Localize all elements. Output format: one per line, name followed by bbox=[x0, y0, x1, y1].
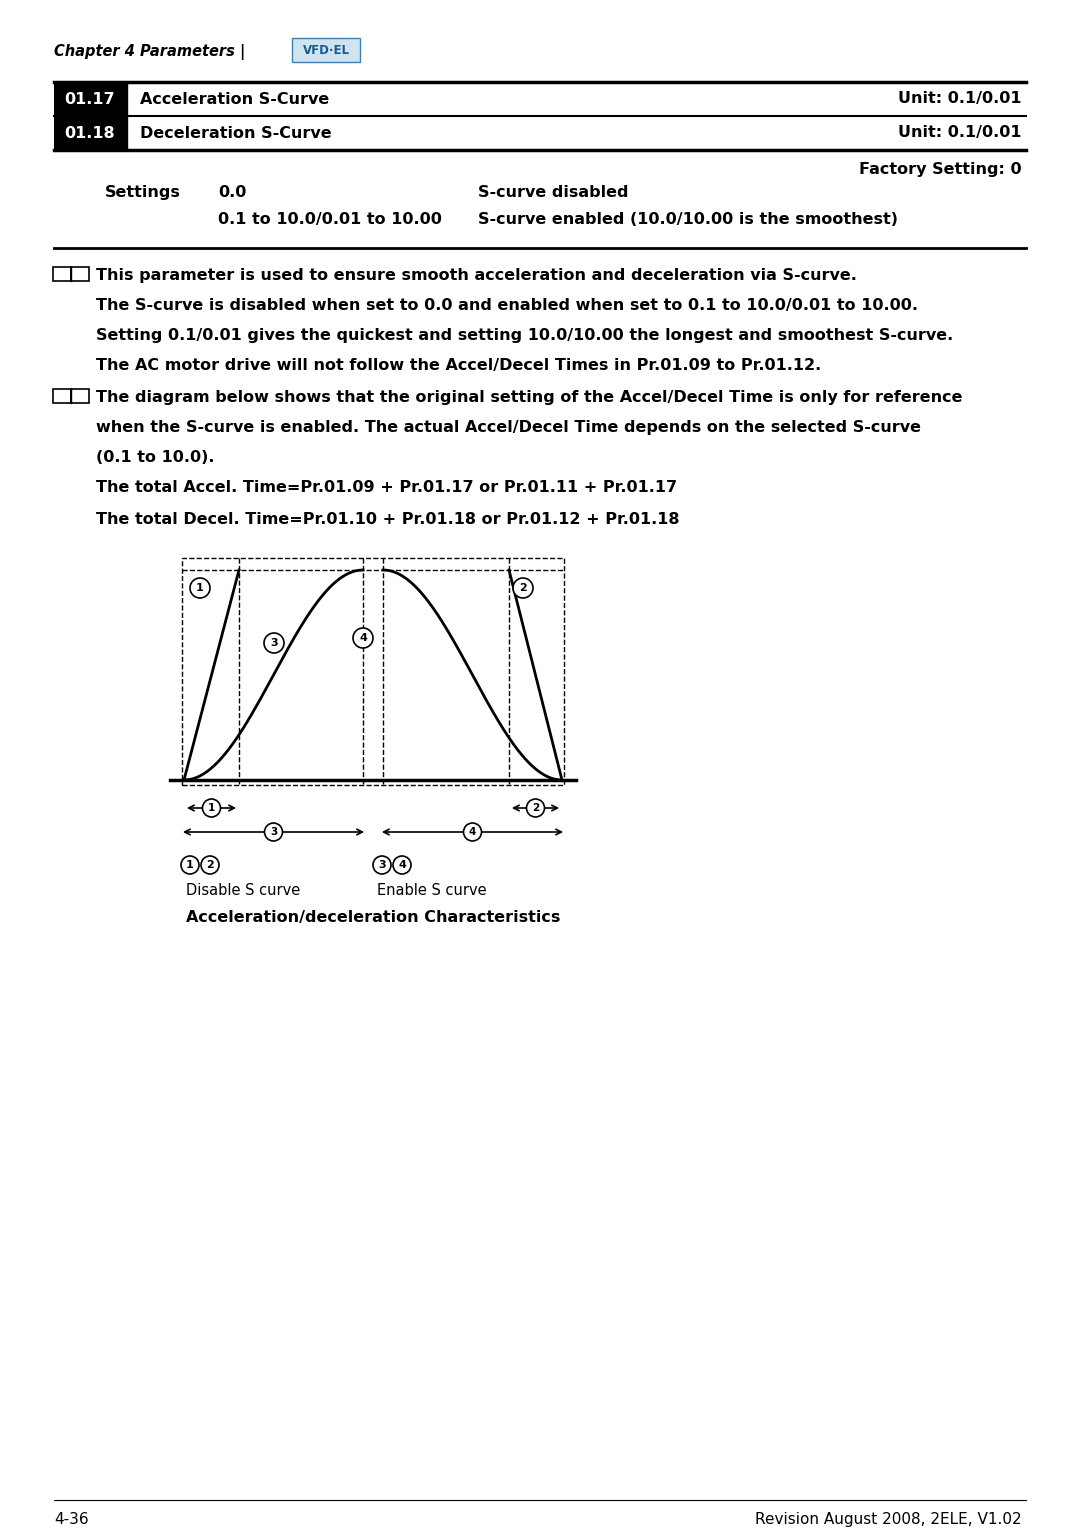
Text: 0.1 to 10.0/0.01 to 10.00: 0.1 to 10.0/0.01 to 10.00 bbox=[218, 212, 442, 227]
Text: 2: 2 bbox=[531, 802, 539, 813]
Bar bbox=[54, 81, 127, 117]
Text: Deceleration S-Curve: Deceleration S-Curve bbox=[140, 126, 332, 141]
Text: Unit: 0.1/0.01: Unit: 0.1/0.01 bbox=[899, 126, 1022, 141]
Text: 1: 1 bbox=[207, 802, 215, 813]
Text: Chapter 4 Parameters |: Chapter 4 Parameters | bbox=[54, 44, 245, 60]
Text: S-curve disabled: S-curve disabled bbox=[478, 186, 629, 199]
Text: Acceleration/deceleration Characteristics: Acceleration/deceleration Characteristic… bbox=[186, 910, 561, 925]
Bar bbox=[71, 267, 89, 281]
Text: Setting 0.1/0.01 gives the quickest and setting 10.0/10.00 the longest and smoot: Setting 0.1/0.01 gives the quickest and … bbox=[96, 328, 954, 344]
Text: 3: 3 bbox=[270, 827, 278, 838]
Text: 1: 1 bbox=[186, 861, 194, 870]
Text: 2: 2 bbox=[206, 861, 214, 870]
Bar bbox=[71, 390, 89, 403]
Text: 4: 4 bbox=[399, 861, 406, 870]
Text: The AC motor drive will not follow the Accel/Decel Times in Pr.01.09 to Pr.01.12: The AC motor drive will not follow the A… bbox=[96, 357, 821, 373]
Bar bbox=[53, 390, 71, 403]
Circle shape bbox=[201, 856, 219, 874]
Circle shape bbox=[181, 856, 199, 874]
Text: Unit: 0.1/0.01: Unit: 0.1/0.01 bbox=[899, 92, 1022, 106]
Text: 4-36: 4-36 bbox=[54, 1513, 89, 1526]
Circle shape bbox=[393, 856, 411, 874]
Text: 3: 3 bbox=[270, 638, 278, 647]
Circle shape bbox=[513, 578, 534, 598]
Circle shape bbox=[265, 824, 283, 841]
Text: (0.1 to 10.0).: (0.1 to 10.0). bbox=[96, 449, 215, 465]
Circle shape bbox=[527, 799, 544, 818]
Text: 0.0: 0.0 bbox=[218, 186, 246, 199]
Text: The total Accel. Time=Pr.01.09 + Pr.01.17 or Pr.01.11 + Pr.01.17: The total Accel. Time=Pr.01.09 + Pr.01.1… bbox=[96, 480, 677, 495]
Circle shape bbox=[190, 578, 210, 598]
Text: S-curve enabled (10.0/10.00 is the smoothest): S-curve enabled (10.0/10.00 is the smoot… bbox=[478, 212, 897, 227]
Text: 1: 1 bbox=[197, 583, 204, 594]
Text: This parameter is used to ensure smooth acceleration and deceleration via S-curv: This parameter is used to ensure smooth … bbox=[96, 268, 856, 282]
Text: Enable S curve: Enable S curve bbox=[377, 884, 487, 897]
Text: 2: 2 bbox=[519, 583, 527, 594]
Text: 01.18: 01.18 bbox=[65, 126, 116, 141]
Bar bbox=[183, 558, 564, 785]
Text: VFD·EL: VFD·EL bbox=[302, 43, 350, 57]
Text: Disable S curve: Disable S curve bbox=[186, 884, 300, 897]
Text: The S-curve is disabled when set to 0.0 and enabled when set to 0.1 to 10.0/0.01: The S-curve is disabled when set to 0.0 … bbox=[96, 298, 918, 313]
Circle shape bbox=[373, 856, 391, 874]
Circle shape bbox=[353, 627, 373, 647]
Bar bbox=[53, 267, 71, 281]
Text: Acceleration S-Curve: Acceleration S-Curve bbox=[140, 92, 329, 106]
Text: when the S-curve is enabled. The actual Accel/Decel Time depends on the selected: when the S-curve is enabled. The actual … bbox=[96, 420, 921, 436]
FancyBboxPatch shape bbox=[292, 38, 360, 61]
Text: Revision August 2008, 2ELE, V1.02: Revision August 2008, 2ELE, V1.02 bbox=[755, 1513, 1022, 1526]
Text: Factory Setting: 0: Factory Setting: 0 bbox=[860, 163, 1022, 176]
Text: 01.17: 01.17 bbox=[65, 92, 116, 106]
Bar bbox=[54, 117, 127, 150]
Circle shape bbox=[264, 634, 284, 653]
Text: The total Decel. Time=Pr.01.10 + Pr.01.18 or Pr.01.12 + Pr.01.18: The total Decel. Time=Pr.01.10 + Pr.01.1… bbox=[96, 512, 679, 528]
Circle shape bbox=[463, 824, 482, 841]
Text: 4: 4 bbox=[469, 827, 476, 838]
Text: 4: 4 bbox=[359, 634, 367, 643]
Text: Settings: Settings bbox=[105, 186, 180, 199]
Text: 3: 3 bbox=[378, 861, 386, 870]
Text: The diagram below shows that the original setting of the Accel/Decel Time is onl: The diagram below shows that the origina… bbox=[96, 390, 962, 405]
Circle shape bbox=[203, 799, 220, 818]
